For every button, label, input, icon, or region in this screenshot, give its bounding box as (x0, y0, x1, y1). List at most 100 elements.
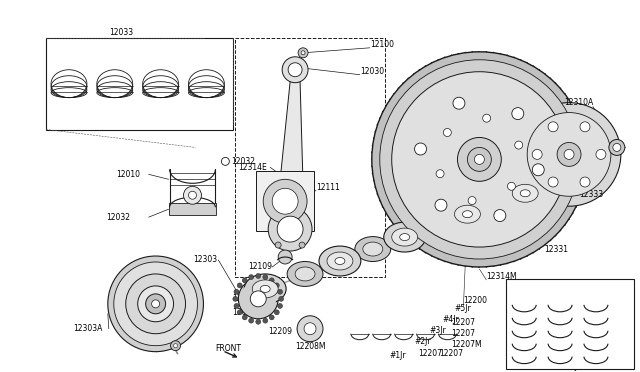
Circle shape (512, 108, 524, 119)
Text: #2Jr: #2Jr (415, 337, 431, 346)
Circle shape (171, 341, 180, 351)
Ellipse shape (400, 234, 410, 241)
Bar (256, 171, 314, 231)
Ellipse shape (427, 218, 447, 232)
Ellipse shape (355, 237, 391, 262)
Circle shape (435, 199, 447, 211)
Text: J12002ZU: J12002ZU (574, 362, 611, 371)
Ellipse shape (419, 213, 454, 238)
Circle shape (275, 283, 279, 288)
Text: 12032: 12032 (106, 213, 130, 222)
Circle shape (415, 143, 426, 155)
Text: #4Jr: #4Jr (442, 315, 460, 324)
Circle shape (275, 242, 281, 248)
Text: 12032: 12032 (231, 157, 255, 166)
Circle shape (444, 128, 451, 137)
Text: 12111: 12111 (316, 183, 340, 192)
Circle shape (275, 310, 279, 315)
Text: US-0.25: US-0.25 (511, 284, 541, 294)
Circle shape (372, 52, 587, 267)
Circle shape (596, 150, 606, 159)
Ellipse shape (504, 178, 546, 208)
Ellipse shape (384, 222, 426, 252)
Circle shape (453, 97, 465, 109)
Circle shape (238, 279, 278, 319)
Text: 12330: 12330 (392, 178, 416, 187)
Text: 12310A: 12310A (564, 98, 593, 107)
Circle shape (557, 142, 581, 166)
Text: 12333: 12333 (579, 190, 603, 199)
Ellipse shape (327, 252, 353, 270)
Text: 12207S: 12207S (594, 351, 618, 356)
Text: 12010: 12010 (116, 170, 140, 179)
Circle shape (380, 60, 579, 259)
Circle shape (240, 281, 276, 317)
Circle shape (282, 57, 308, 83)
Circle shape (508, 182, 515, 190)
Circle shape (299, 242, 305, 248)
Text: 12314E: 12314E (238, 163, 267, 172)
Circle shape (173, 344, 177, 348)
Circle shape (278, 304, 282, 308)
Circle shape (233, 296, 238, 301)
Polygon shape (276, 82, 304, 219)
Circle shape (580, 122, 590, 132)
Circle shape (269, 315, 274, 320)
Circle shape (263, 318, 268, 323)
Circle shape (256, 273, 260, 278)
Circle shape (474, 154, 484, 164)
Ellipse shape (392, 228, 418, 246)
Circle shape (494, 209, 506, 222)
Bar (46, 38, 234, 129)
Text: 12207M: 12207M (451, 340, 482, 349)
Ellipse shape (252, 280, 278, 298)
Circle shape (125, 274, 186, 334)
Circle shape (184, 186, 202, 204)
Ellipse shape (520, 190, 530, 197)
Text: 12207S: 12207S (594, 299, 618, 304)
Bar (506, 279, 634, 369)
Circle shape (152, 300, 159, 308)
Circle shape (613, 144, 621, 151)
Ellipse shape (363, 242, 383, 256)
Text: FRONT: FRONT (215, 344, 241, 353)
Text: 12109: 12109 (248, 263, 272, 272)
Text: 12207: 12207 (451, 318, 476, 327)
Ellipse shape (335, 257, 345, 264)
Circle shape (278, 296, 284, 301)
Circle shape (532, 150, 542, 159)
Text: 12207: 12207 (419, 349, 443, 358)
Circle shape (609, 140, 625, 155)
Text: #5Jr: #5Jr (454, 304, 471, 313)
Text: 12207S: 12207S (594, 338, 618, 343)
Text: 12299: 12299 (232, 294, 257, 303)
Text: 12030: 12030 (360, 67, 384, 76)
Circle shape (278, 250, 292, 264)
Circle shape (114, 262, 198, 346)
Bar (236, 38, 385, 277)
Circle shape (288, 63, 302, 77)
Circle shape (527, 113, 611, 196)
Circle shape (272, 188, 298, 214)
Circle shape (237, 310, 242, 315)
Circle shape (249, 318, 253, 323)
Circle shape (548, 122, 558, 132)
Ellipse shape (512, 184, 538, 202)
Circle shape (468, 197, 476, 205)
Text: 12315N: 12315N (479, 253, 509, 262)
Circle shape (458, 138, 501, 181)
Circle shape (278, 289, 282, 294)
Ellipse shape (487, 196, 508, 210)
Circle shape (250, 291, 266, 307)
Circle shape (564, 150, 574, 159)
Circle shape (108, 256, 204, 352)
Circle shape (138, 286, 173, 322)
Circle shape (467, 147, 492, 171)
Circle shape (263, 275, 268, 279)
Circle shape (436, 170, 444, 178)
Circle shape (517, 103, 621, 206)
Circle shape (277, 216, 303, 242)
Circle shape (243, 315, 247, 320)
Text: 12207S: 12207S (594, 312, 618, 317)
Circle shape (269, 278, 274, 283)
